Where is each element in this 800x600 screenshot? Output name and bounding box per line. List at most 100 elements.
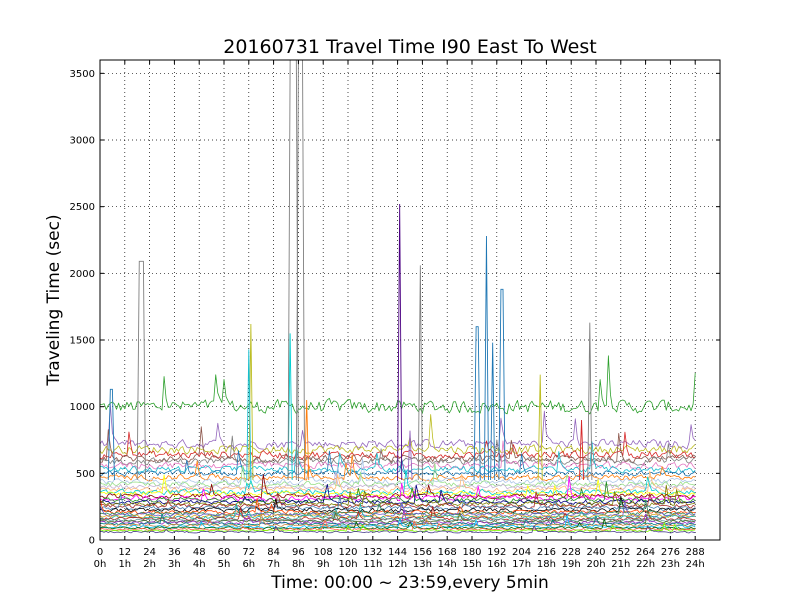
series-line (100, 495, 696, 513)
y-tick-label: 3000 (70, 136, 95, 147)
x-tick-hour-label: 21h (611, 559, 630, 570)
y-tick-label: 3500 (70, 69, 95, 80)
x-tick-label: 96 (292, 547, 305, 558)
x-tick-hour-label: 8h (292, 559, 305, 570)
x-tick-hour-label: 14h (438, 559, 457, 570)
series-line (100, 501, 696, 518)
series-spike (295, 60, 306, 481)
x-tick-hour-label: 9h (317, 559, 330, 570)
y-tick-label: 1000 (70, 402, 95, 413)
x-tick-hour-label: 20h (586, 559, 605, 570)
x-tick-label: 36 (168, 547, 181, 558)
x-tick-hour-label: 0h (94, 559, 107, 570)
y-axis-label: Traveling Time (sec) (44, 214, 64, 386)
x-tick-label: 48 (193, 547, 206, 558)
x-tick-label: 252 (611, 547, 630, 558)
series-spike (304, 399, 310, 481)
x-axis-label: Time: 00:00 ~ 23:59,every 5min (270, 573, 548, 593)
series-lines (100, 60, 696, 534)
x-tick-hour-label: 5h (218, 559, 231, 570)
series-spike (136, 260, 146, 481)
x-tick-label: 120 (338, 547, 357, 558)
x-tick-label: 72 (242, 547, 255, 558)
x-tick-label: 84 (267, 547, 280, 558)
series-line (100, 499, 696, 516)
x-tick-hour-label: 22h (636, 559, 655, 570)
x-tick-hour-label: 18h (537, 559, 556, 570)
series-line (100, 513, 696, 528)
x-tick-label: 132 (363, 547, 382, 558)
x-tick-label: 168 (438, 547, 457, 558)
x-tick-label: 60 (218, 547, 231, 558)
x-tick-label: 192 (487, 547, 506, 558)
series-spike (537, 374, 543, 481)
x-tick-hour-label: 10h (338, 559, 357, 570)
grid-lines (100, 60, 720, 540)
series-spike (473, 326, 481, 481)
series-spike (587, 322, 593, 481)
series-line (100, 462, 696, 488)
x-tick-label: 216 (537, 547, 556, 558)
x-tick-hour-label: 15h (462, 559, 481, 570)
series-line (100, 520, 696, 531)
series-line (100, 522, 696, 533)
x-tick-hour-label: 24h (686, 559, 705, 570)
x-tick-label: 264 (636, 547, 655, 558)
x-tick-hour-label: 13h (413, 559, 432, 570)
x-tick-label: 12 (118, 547, 131, 558)
x-tick-hour-label: 11h (363, 559, 382, 570)
x-tick-label: 144 (388, 547, 407, 558)
x-tick-hour-label: 7h (267, 559, 280, 570)
y-tick-label: 0 (89, 536, 95, 547)
x-tick-hour-label: 17h (512, 559, 531, 570)
series-line (100, 509, 696, 526)
series-line (100, 355, 696, 415)
x-tick-label: 288 (686, 547, 705, 558)
series-spike (407, 430, 413, 481)
x-tick-hour-label: 4h (193, 559, 206, 570)
series-spike (579, 419, 585, 481)
series-spike (397, 203, 403, 481)
series-line (100, 505, 696, 521)
x-tick-hour-label: 16h (487, 559, 506, 570)
series-line (100, 518, 696, 530)
ticks: 00h121h242h363h484h605h726h847h968h1089h… (70, 60, 720, 570)
x-tick-hour-label: 23h (661, 559, 680, 570)
series-spike (248, 323, 254, 481)
x-tick-label: 0 (97, 547, 103, 558)
x-tick-label: 276 (661, 547, 680, 558)
x-tick-label: 156 (413, 547, 432, 558)
x-tick-label: 228 (562, 547, 581, 558)
x-tick-hour-label: 2h (143, 559, 156, 570)
series-spike (498, 288, 506, 481)
series-line (100, 481, 696, 504)
x-tick-hour-label: 19h (562, 559, 581, 570)
x-tick-label: 24 (143, 547, 156, 558)
series-line (100, 492, 696, 511)
series-spike (107, 388, 115, 481)
y-tick-label: 500 (76, 469, 95, 480)
series-line (100, 474, 696, 498)
y-tick-label: 1500 (70, 336, 95, 347)
series-line (100, 474, 696, 500)
x-tick-hour-label: 6h (242, 559, 255, 570)
series-spike (483, 235, 489, 481)
series-line (100, 484, 696, 507)
y-tick-label: 2000 (70, 269, 95, 280)
x-tick-label: 240 (586, 547, 605, 558)
chart-title: 20160731 Travel Time I90 East To West (223, 36, 596, 58)
x-tick-hour-label: 3h (168, 559, 181, 570)
x-tick-hour-label: 12h (388, 559, 407, 570)
series-spike (417, 265, 423, 481)
x-tick-label: 180 (462, 547, 481, 558)
plot-frame (99, 59, 721, 541)
x-tick-hour-label: 1h (118, 559, 131, 570)
x-tick-label: 204 (512, 547, 531, 558)
series-line (100, 470, 696, 494)
y-tick-label: 2500 (70, 202, 95, 213)
series-line (100, 471, 696, 490)
series-spike (490, 342, 496, 481)
x-tick-label: 108 (314, 547, 333, 558)
series-line (100, 525, 696, 534)
